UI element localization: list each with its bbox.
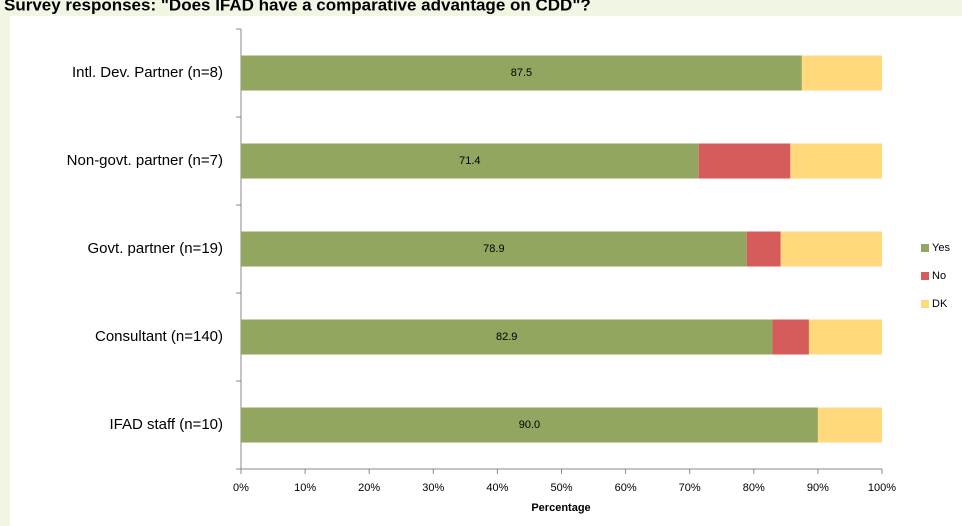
y-tick-label: IFAD staff (n=10) — [109, 416, 223, 433]
legend-label: Yes — [932, 242, 950, 254]
x-tick-label: 80% — [743, 482, 765, 494]
y-tick-label: Non-govt. partner (n=7) — [67, 152, 223, 169]
x-tick-label: 20% — [358, 482, 380, 494]
bar-segment — [817, 407, 882, 443]
x-tick-label: 100% — [868, 482, 896, 494]
x-axis-title: Percentage — [531, 502, 590, 514]
y-tick-label: Consultant (n=140) — [95, 328, 223, 345]
bar-segment — [790, 143, 882, 179]
legend-swatch — [921, 244, 929, 252]
legend-label: DK — [932, 298, 948, 310]
y-tick-label: Govt. partner (n=19) — [88, 240, 223, 257]
x-tick-label: 60% — [615, 482, 637, 494]
x-tick-label: 40% — [486, 482, 508, 494]
bar-segment — [241, 319, 773, 355]
bar-segment — [241, 407, 818, 443]
y-tick-label: Intl. Dev. Partner (n=8) — [72, 64, 223, 81]
chart-area — [10, 16, 962, 526]
bar-segment — [808, 319, 882, 355]
bar-segment — [241, 143, 699, 179]
data-label: 90.0 — [519, 419, 540, 431]
data-label: 87.5 — [511, 67, 532, 79]
legend-swatch — [921, 300, 929, 308]
data-label: 82.9 — [496, 331, 517, 343]
legend-swatch — [921, 272, 929, 280]
bar-segment — [241, 55, 802, 91]
bar-segment — [801, 55, 882, 91]
x-tick-label: 30% — [422, 482, 444, 494]
chart-title: Survey responses: "Does IFAD have a comp… — [4, 0, 591, 14]
x-tick-label: 10% — [294, 482, 316, 494]
data-label: 78.9 — [483, 243, 504, 255]
bar-segment — [746, 231, 781, 267]
x-tick-label: 90% — [807, 482, 829, 494]
data-label: 71.4 — [459, 155, 480, 167]
legend-label: No — [932, 270, 946, 282]
bar-segment — [780, 231, 882, 267]
x-tick-label: 70% — [679, 482, 701, 494]
bar-segment — [698, 143, 791, 179]
bar-segment — [241, 231, 747, 267]
x-tick-label: 0% — [233, 482, 249, 494]
x-tick-label: 50% — [550, 482, 572, 494]
bar-segment — [772, 319, 809, 355]
